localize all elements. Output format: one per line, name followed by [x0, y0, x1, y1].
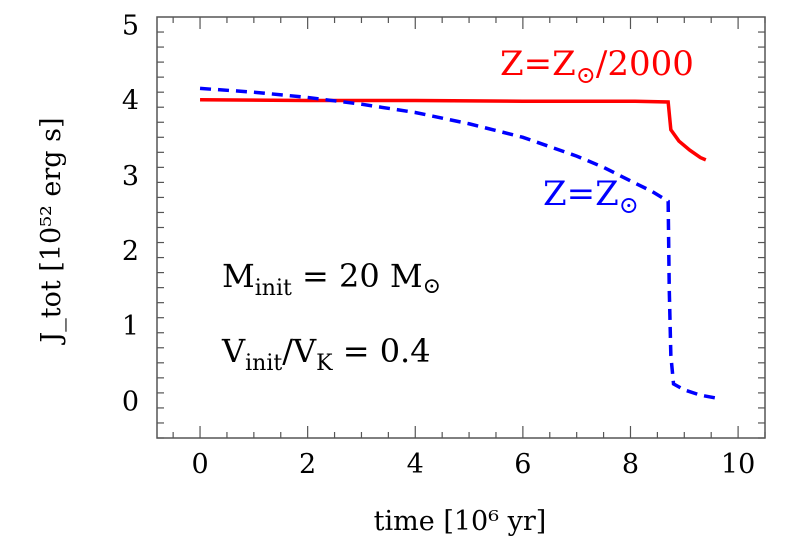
- x-tick-label: 8: [622, 449, 639, 480]
- label-initial-velocity: Vinit/VK = 0.4: [221, 332, 431, 376]
- y-axis-label: J_tot [10⁵² erg s]: [36, 117, 67, 345]
- series-line-1: [199, 86, 717, 400]
- x-tick-label: 10: [721, 449, 755, 480]
- y-tick-label: 4: [122, 86, 139, 117]
- label-initial-mass: Minit = 20 M⊙: [222, 257, 441, 301]
- y-tick-label: 3: [122, 161, 139, 192]
- x-tick-label: 2: [299, 449, 316, 480]
- y-tick-label: 5: [122, 11, 139, 42]
- y-tick-label: 2: [122, 236, 139, 267]
- x-tick-label: 6: [514, 449, 531, 480]
- y-tick-label: 0: [122, 386, 139, 417]
- y-tick-label: 1: [122, 311, 139, 342]
- label-solar-metallicity: Z=Z⊙: [543, 174, 639, 219]
- label-low-metallicity: Z=Z⊙/2000: [500, 44, 694, 89]
- x-tick-label: 4: [407, 449, 424, 480]
- x-axis-label: time [10⁶ yr]: [374, 506, 547, 537]
- series-line-0: [200, 97, 707, 162]
- x-tick-label: 0: [191, 449, 208, 480]
